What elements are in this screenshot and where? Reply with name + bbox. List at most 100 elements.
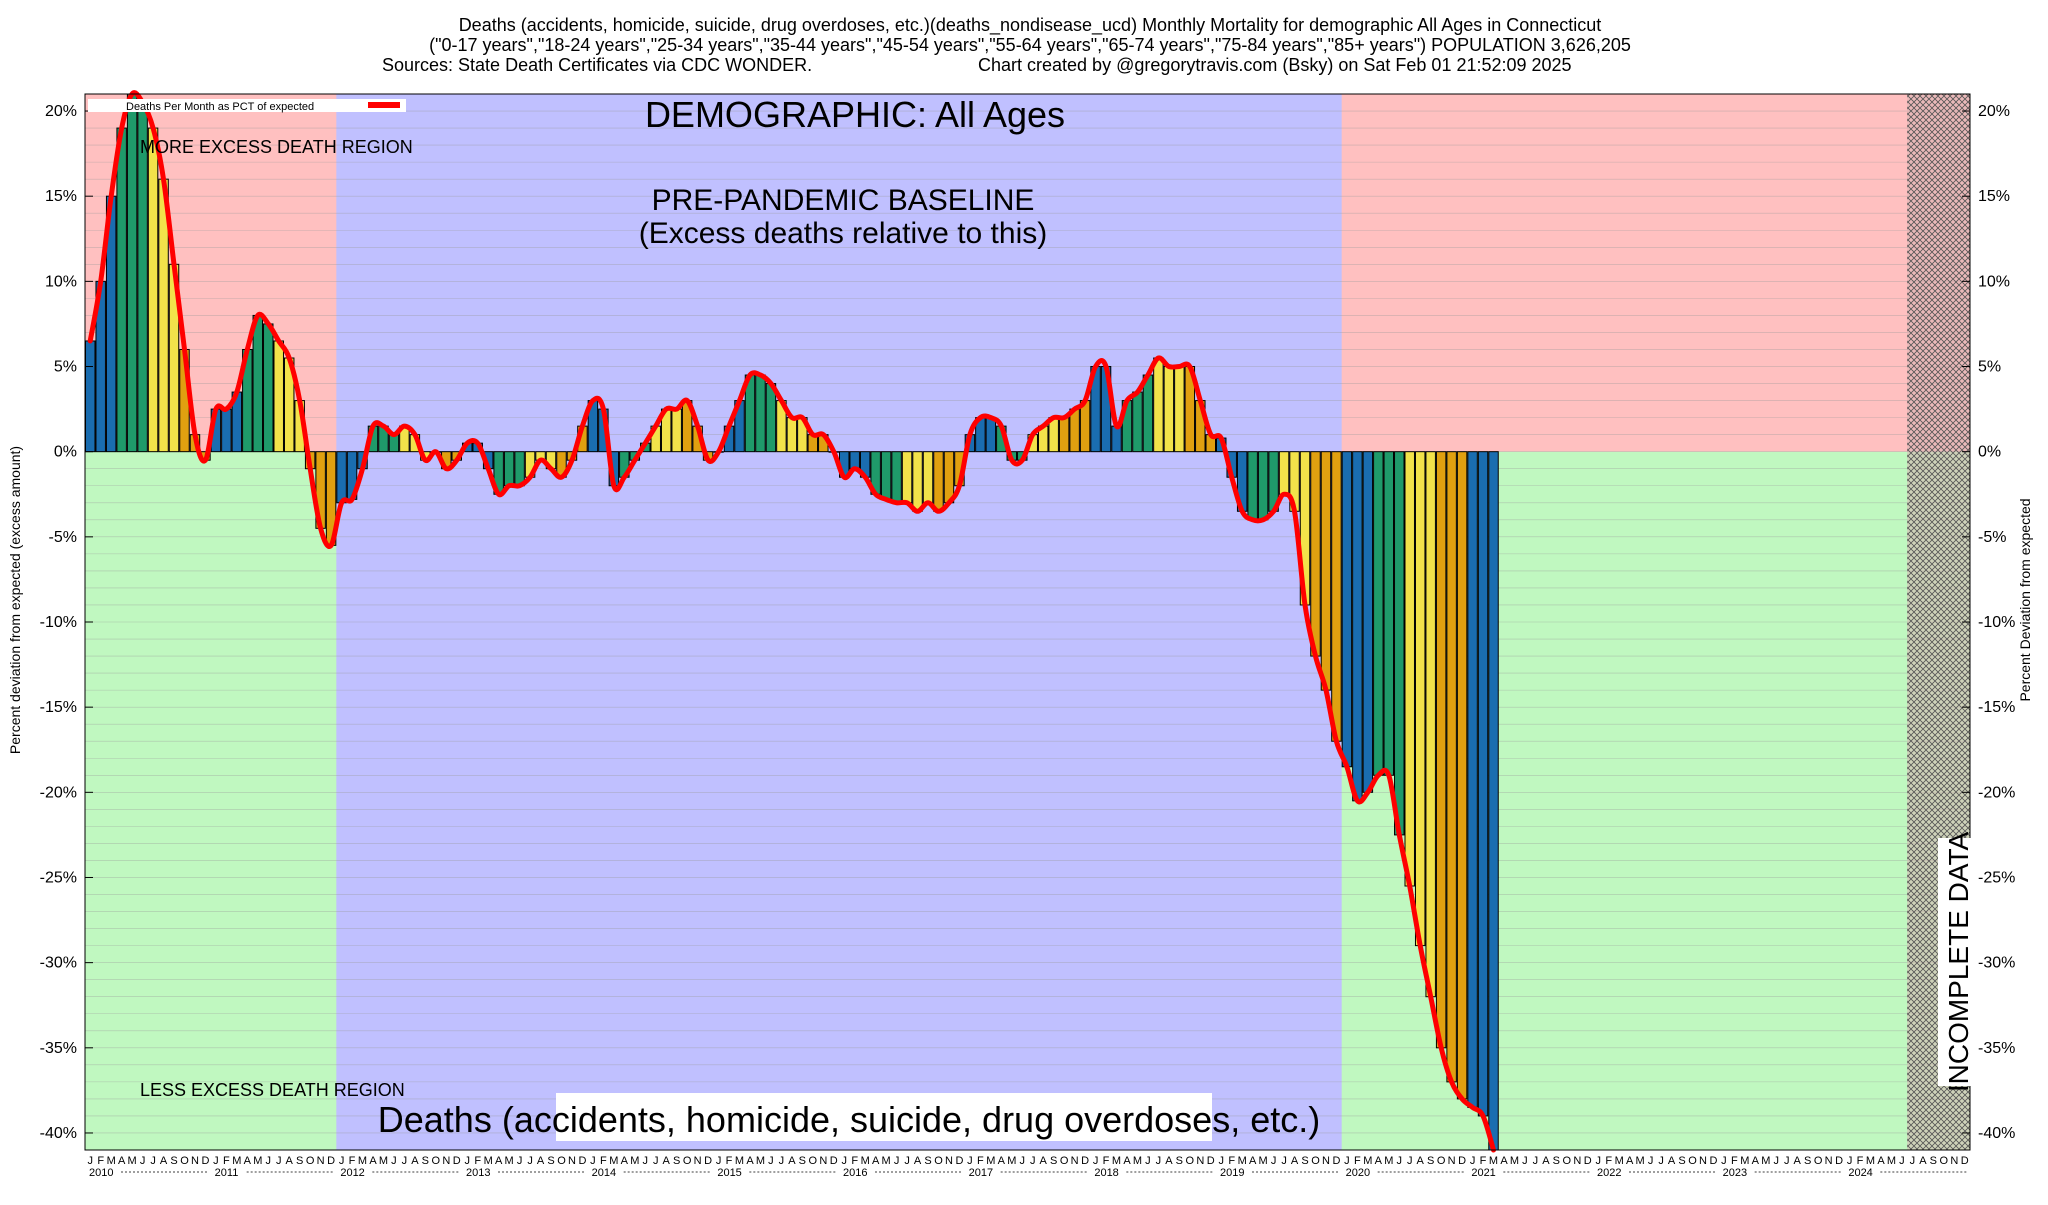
bar: [1310, 451, 1321, 657]
x-tick-label: J: [1218, 1155, 1224, 1167]
header-line-1: Deaths (accidents, homicide, suicide, dr…: [459, 15, 1602, 36]
x-tick-label: J: [339, 1155, 345, 1167]
x-tick-label: M: [735, 1155, 744, 1167]
bar: [922, 451, 934, 504]
bar: [1069, 408, 1080, 453]
x-tick-label: S: [1804, 1155, 1811, 1167]
x-tick-label: A: [1626, 1155, 1634, 1167]
series-line: [87, 90, 1496, 1153]
x-tick-label: J: [402, 1155, 408, 1167]
bar: [85, 340, 96, 453]
x-tick-label: A: [872, 1155, 880, 1167]
year-label: 2012: [340, 1167, 364, 1179]
x-tick-label: J: [1156, 1155, 1162, 1167]
y-tick-label-right: -40%: [1978, 1125, 2015, 1142]
x-tick-label: S: [1427, 1155, 1434, 1167]
y-tick-label: 20%: [45, 103, 77, 120]
x-tick-label: F: [600, 1155, 607, 1167]
x-tick-label: J: [1847, 1155, 1853, 1167]
x-tick-label: M: [358, 1155, 367, 1167]
x-tick-label: J: [590, 1155, 596, 1167]
x-tick-label: J: [1397, 1155, 1403, 1167]
y-tick-label: -35%: [40, 1040, 77, 1057]
x-tick-label: A: [1919, 1155, 1927, 1167]
bar: [1373, 451, 1384, 776]
y-tick-label: -20%: [40, 784, 77, 801]
x-tick-label: N: [442, 1155, 450, 1167]
bar: [1467, 451, 1478, 1108]
bar: [933, 451, 944, 512]
x-tick-label: N: [1825, 1155, 1833, 1167]
y-tick-label: 5%: [54, 359, 77, 376]
x-tick-label: O: [1563, 1155, 1572, 1167]
x-tick-label: M: [107, 1155, 116, 1167]
bar: [1446, 451, 1457, 1083]
y-tick-label: -25%: [40, 869, 77, 886]
y-tick-label-right: -35%: [1978, 1040, 2015, 1057]
x-tick-label: N: [317, 1155, 325, 1167]
x-tick-label: D: [830, 1155, 838, 1167]
x-tick-label: D: [1332, 1155, 1340, 1167]
year-label: 2020: [1346, 1167, 1370, 1179]
x-tick-label: D: [1207, 1155, 1215, 1167]
x-tick-label: A: [244, 1155, 252, 1167]
bar: [1404, 451, 1415, 887]
baseline-label: PRE-PANDEMIC BASELINE: [652, 184, 1035, 217]
x-tick-label: F: [97, 1155, 104, 1167]
bar: [1079, 400, 1091, 453]
x-tick-label: S: [296, 1155, 303, 1167]
bar: [880, 451, 892, 500]
x-tick-label: F: [223, 1155, 230, 1167]
bar: [263, 323, 274, 453]
x-tick-label: A: [1794, 1155, 1802, 1167]
header-line-3-right: Chart created by @gregorytravis.com (Bsk…: [978, 55, 1572, 75]
year-label: 2016: [843, 1167, 867, 1179]
bar: [1341, 451, 1353, 768]
x-tick-label: J: [1020, 1155, 1026, 1167]
x-tick-label: M: [630, 1155, 639, 1167]
x-tick-label: J: [1407, 1155, 1413, 1167]
less-region-label: LESS EXCESS DEATH REGION: [140, 1080, 405, 1100]
x-tick-label: J: [1899, 1155, 1905, 1167]
x-tick-label: J: [1344, 1155, 1350, 1167]
x-tick-label: D: [955, 1155, 963, 1167]
x-tick-label: M: [1238, 1155, 1247, 1167]
x-tick-label: J: [779, 1155, 785, 1167]
axes: 20% 20% 15% 15% 10% 10% 5% 5% 0% 0% -5% -5% -10% -10%…: [40, 93, 2015, 1179]
bar: [755, 374, 766, 453]
x-tick-label: S: [799, 1155, 806, 1167]
bar: [147, 127, 159, 453]
bar: [912, 451, 923, 512]
x-tick-label: J: [716, 1155, 722, 1167]
bar: [273, 340, 284, 453]
x-tick-label: A: [1877, 1155, 1885, 1167]
x-tick-label: J: [464, 1155, 470, 1167]
y-tick-label-right: -10%: [1978, 614, 2015, 631]
chart-subtitle: Deaths (accidents, homicide, suicide, dr…: [378, 1099, 1320, 1140]
x-tick-label: A: [1291, 1155, 1299, 1167]
y-tick-label: -10%: [40, 614, 77, 631]
x-tick-label: M: [1133, 1155, 1142, 1167]
y-tick-label: -30%: [40, 955, 77, 972]
x-tick-label: J: [213, 1155, 219, 1167]
header-line-2: ("0-17 years","18-24 years","25-34 years…: [429, 35, 1631, 55]
x-tick-label: A: [369, 1155, 377, 1167]
y-tick-label-right: -30%: [1978, 955, 2015, 972]
x-tick-label: J: [1522, 1155, 1528, 1167]
x-tick-label: A: [495, 1155, 503, 1167]
x-tick-label: J: [517, 1155, 523, 1167]
x-tick-label: J: [1648, 1155, 1654, 1167]
x-tick-label: M: [609, 1155, 618, 1167]
x-tick-label: J: [276, 1155, 282, 1167]
gridlines: [85, 110, 1970, 1134]
x-tick-label: J: [1774, 1155, 1780, 1167]
excess-region-label: MORE EXCESS DEATH REGION: [140, 137, 413, 157]
chart-title: DEMOGRAPHIC: All Ages: [645, 94, 1065, 135]
x-tick-label: J: [150, 1155, 156, 1167]
y-tick-label: 10%: [45, 273, 77, 290]
x-tick-label: M: [882, 1155, 891, 1167]
x-tick-label: A: [1752, 1155, 1760, 1167]
year-label: 2019: [1220, 1167, 1244, 1179]
year-label: 2022: [1597, 1167, 1621, 1179]
year-label: 2014: [592, 1167, 616, 1179]
